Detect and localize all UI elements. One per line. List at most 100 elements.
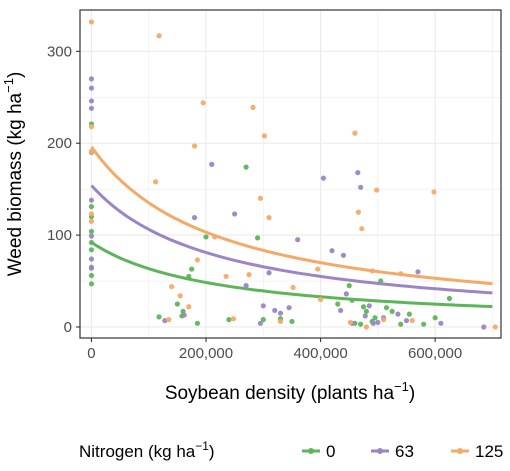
- data-point: [409, 317, 415, 324]
- data-point: [257, 195, 264, 201]
- data-point: [88, 197, 95, 203]
- x-axis: 0 200,000 400,000 600,000: [87, 338, 462, 362]
- data-point: [260, 317, 266, 323]
- fit-curve: [90, 241, 493, 309]
- y-axis: 0 100 200 300: [47, 43, 80, 336]
- data-point: [295, 237, 301, 243]
- data-point: [88, 265, 95, 271]
- series-layer: [88, 19, 498, 330]
- series-125: [88, 19, 498, 330]
- y-tick-label: 300: [47, 43, 72, 60]
- data-point: [343, 291, 349, 297]
- data-point: [174, 301, 180, 307]
- data-point: [363, 308, 369, 314]
- data-point: [383, 305, 390, 311]
- data-point: [156, 314, 162, 320]
- x-tick-label: 600,000: [408, 345, 462, 362]
- data-point: [406, 311, 412, 317]
- data-point: [320, 175, 327, 181]
- data-point: [88, 247, 95, 253]
- data-point: [446, 295, 453, 302]
- data-point: [232, 211, 238, 217]
- data-point: [375, 319, 381, 325]
- legend-title: Nitrogen (kg ha−1): [79, 439, 215, 461]
- data-point: [88, 76, 95, 82]
- data-point: [189, 266, 195, 272]
- data-point: [398, 321, 404, 327]
- y-tick-label: 200: [47, 135, 72, 152]
- data-point: [194, 320, 201, 326]
- legend-label: 0: [326, 442, 335, 461]
- data-point: [370, 320, 376, 326]
- data-point: [261, 133, 268, 139]
- legend-key-point: [457, 448, 463, 454]
- data-point: [286, 305, 292, 311]
- data-point: [317, 296, 324, 303]
- data-point: [290, 284, 296, 291]
- data-point: [372, 315, 378, 321]
- data-point: [181, 312, 187, 318]
- data-point: [438, 320, 444, 326]
- data-point: [358, 321, 364, 327]
- data-point: [88, 19, 95, 25]
- series-0: [88, 121, 493, 327]
- legend-label: 63: [395, 442, 414, 461]
- data-point: [243, 164, 249, 170]
- data-point: [492, 324, 498, 330]
- data-point: [88, 228, 95, 235]
- data-point: [162, 317, 168, 324]
- data-point: [329, 248, 335, 254]
- x-tick-label: 400,000: [293, 345, 347, 362]
- data-point: [380, 317, 387, 323]
- y-tick-label: 100: [47, 227, 72, 244]
- data-point: [257, 320, 264, 326]
- data-point: [191, 215, 198, 221]
- data-point: [362, 313, 368, 319]
- data-point: [250, 104, 256, 110]
- data-point: [226, 317, 232, 323]
- x-axis-title: Soybean density (plants ha−1): [165, 379, 415, 404]
- data-point: [88, 218, 95, 224]
- series-63: [88, 76, 493, 330]
- data-point: [277, 318, 284, 325]
- data-point: [88, 272, 95, 279]
- data-point: [415, 269, 421, 275]
- data-point: [366, 303, 372, 309]
- data-point: [346, 283, 352, 289]
- data-point: [88, 211, 95, 217]
- data-point: [289, 318, 295, 325]
- data-point: [266, 215, 272, 221]
- data-point: [403, 317, 410, 324]
- data-point: [88, 105, 95, 111]
- y-tick-label: 0: [64, 319, 72, 336]
- data-point: [374, 187, 380, 193]
- data-point: [338, 307, 344, 314]
- y-axis-title: Weed biomass (kg ha−1): [1, 72, 26, 277]
- data-point: [363, 324, 369, 330]
- data-point: [481, 324, 487, 330]
- data-point: [88, 233, 95, 239]
- data-point: [156, 33, 162, 39]
- plot-panel-border: [79, 9, 502, 339]
- legend-key-point: [377, 448, 383, 454]
- data-point: [355, 170, 361, 176]
- data-point: [254, 235, 261, 241]
- data-point: [166, 317, 172, 323]
- data-point: [88, 124, 95, 130]
- data-point: [153, 179, 159, 185]
- data-point: [88, 85, 95, 91]
- data-point: [260, 303, 266, 309]
- data-point: [203, 234, 209, 240]
- legend-key-point: [308, 448, 314, 454]
- data-point: [88, 281, 95, 287]
- data-point: [432, 315, 438, 321]
- data-point: [266, 270, 272, 276]
- data-point: [360, 304, 367, 310]
- data-point: [88, 204, 95, 210]
- grid: [80, 10, 501, 338]
- data-point: [169, 283, 175, 290]
- data-point: [421, 321, 427, 327]
- data-point: [246, 272, 252, 278]
- data-point: [272, 307, 278, 314]
- data-point: [335, 301, 341, 307]
